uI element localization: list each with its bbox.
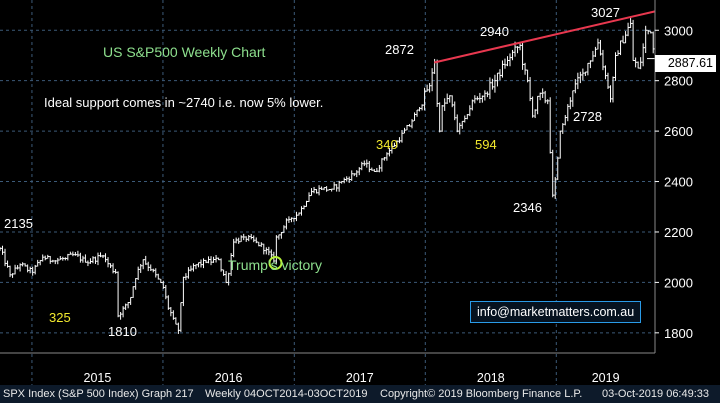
- y-tick-label-2400: 2400: [664, 175, 693, 190]
- footer-timestamp: 03-Oct-2019 06:49:33: [602, 388, 710, 400]
- footer-period: Weekly 04OCT2014-03OCT2019: [205, 388, 368, 400]
- y-tick-label-1800: 1800: [664, 326, 693, 341]
- label-3027: 3027: [591, 5, 620, 20]
- label-2728: 2728: [573, 109, 602, 124]
- label-340: 340: [376, 137, 398, 152]
- price-series: [0, 18, 656, 334]
- y-axis-ticks: 1800 2000 2200 2400 2600 2800 3000: [654, 0, 693, 353]
- last-price-tag: 2887.61: [655, 55, 716, 72]
- y-tick-label-3000: 3000: [664, 23, 693, 38]
- chart-title: US S&P500 Weekly Chart: [103, 44, 265, 60]
- chart-subtitle: Ideal support comes in ~2740 i.e. now 5%…: [44, 95, 323, 110]
- footer-security: SPX Index (S&P 500 Index) Graph 217: [3, 388, 194, 400]
- label-2346: 2346: [513, 200, 542, 215]
- year-label-2018: 2018: [477, 371, 505, 385]
- label-2135: 2135: [4, 216, 33, 231]
- year-label-2017: 2017: [346, 371, 374, 385]
- year-label-2019: 2019: [592, 371, 620, 385]
- y-tick-label-2800: 2800: [664, 74, 693, 89]
- label-325: 325: [49, 310, 71, 325]
- trump-victory-marker: [268, 255, 283, 270]
- label-trumps-victory: Trump's victory: [228, 257, 322, 273]
- label-2940: 2940: [480, 24, 509, 39]
- footer-bar: SPX Index (S&P 500 Index) Graph 217 Week…: [0, 385, 720, 403]
- y-tick-label-2200: 2200: [664, 225, 693, 240]
- year-label-2016: 2016: [215, 371, 243, 385]
- resistance-trendline: [434, 10, 656, 64]
- footer-copyright: Copyright© 2019 Bloomberg Finance L.P.: [380, 388, 583, 400]
- label-1810: 1810: [108, 324, 137, 339]
- x-axis-years: 2015 2016 2017 2018 2019: [84, 371, 620, 385]
- label-594: 594: [475, 137, 497, 152]
- grid-lines: [0, 29, 655, 334]
- year-label-2015: 2015: [84, 371, 112, 385]
- email-label[interactable]: info@marketmatters.com.au: [470, 301, 642, 323]
- y-tick-label-2000: 2000: [664, 275, 693, 290]
- label-2872: 2872: [385, 42, 414, 57]
- year-separators: [0, 0, 655, 385]
- y-tick-label-2600: 2600: [664, 124, 693, 139]
